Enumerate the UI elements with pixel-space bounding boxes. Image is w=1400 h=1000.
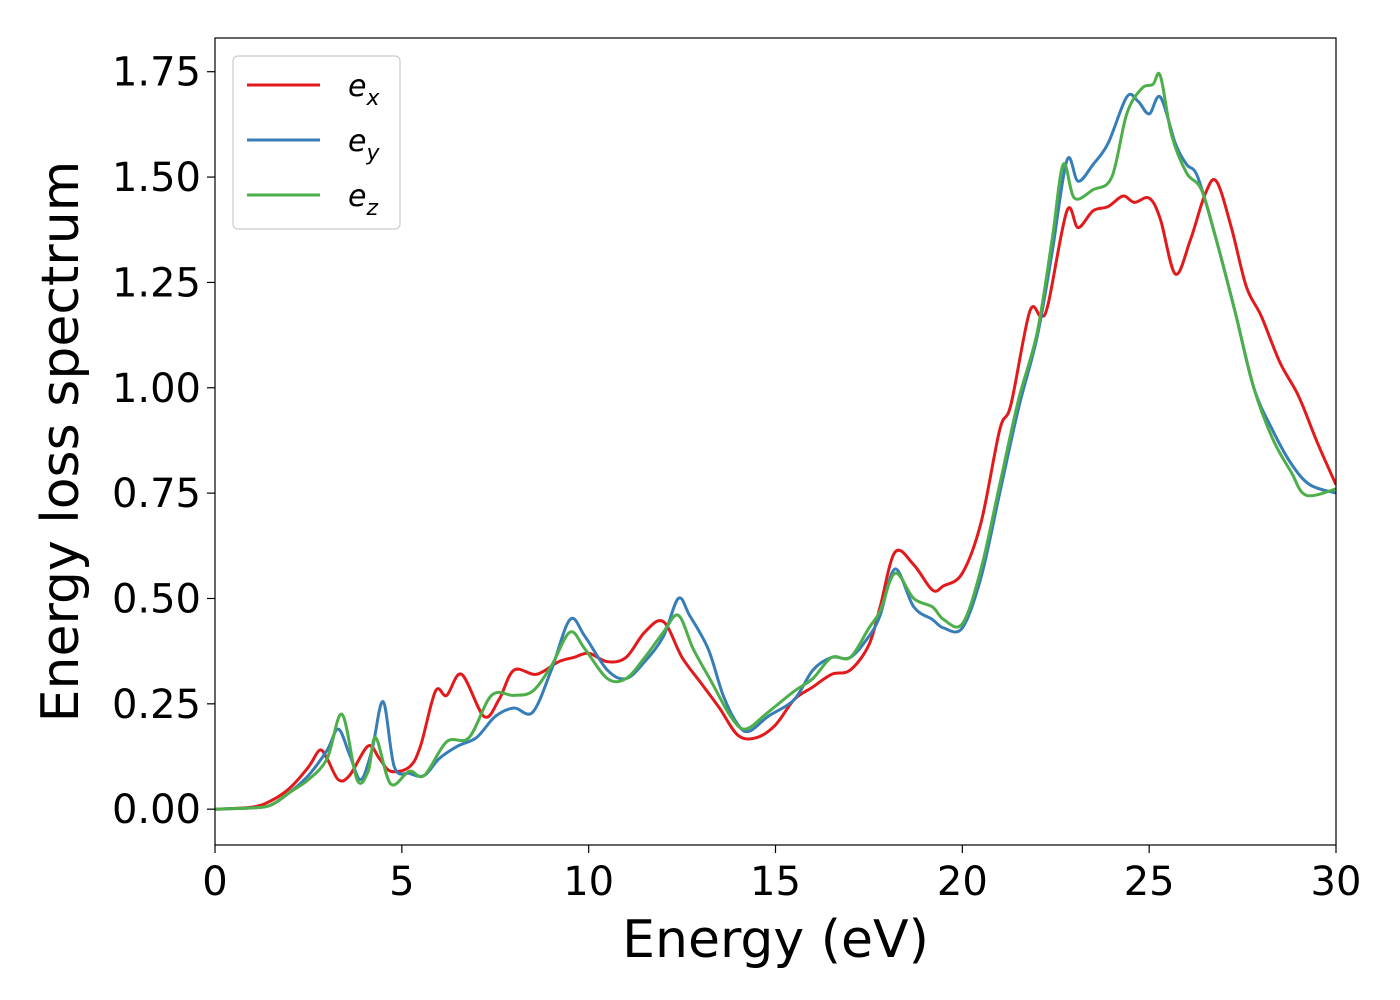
x-tick-label: 15 bbox=[750, 859, 801, 905]
y-tick-label: 1.25 bbox=[112, 260, 201, 306]
series-line-ex bbox=[215, 178, 1336, 811]
x-tick-label: 0 bbox=[202, 859, 227, 905]
series-line-ey bbox=[215, 92, 1336, 811]
x-tick-label: 25 bbox=[1124, 859, 1175, 905]
legend-label-ey: ey bbox=[348, 124, 380, 166]
y-tick-label: 0.50 bbox=[112, 576, 201, 622]
y-tick-label: 1.00 bbox=[112, 366, 201, 412]
legend-label-ex: ex bbox=[348, 69, 380, 111]
series-layer bbox=[215, 71, 1336, 811]
y-tick-label: 0.00 bbox=[112, 787, 201, 833]
series-line-ez bbox=[215, 71, 1336, 811]
y-axis: 0.00 0.25 0.50 0.75 1.00 1.25 1.50 1.75 bbox=[112, 50, 215, 833]
x-tick-label: 10 bbox=[563, 859, 614, 905]
legend-label-ez: ez bbox=[348, 179, 378, 221]
x-axis: 0 5 10 15 20 25 30 bbox=[202, 845, 1361, 905]
y-tick-label: 1.75 bbox=[112, 50, 201, 96]
y-tick-label: 0.25 bbox=[112, 682, 201, 728]
x-tick-label: 20 bbox=[937, 859, 988, 905]
legend: ex ey ez bbox=[232, 55, 401, 230]
y-tick-label: 1.50 bbox=[112, 155, 201, 201]
y-tick-label: 0.75 bbox=[112, 471, 201, 517]
legend-box bbox=[232, 55, 401, 230]
x-axis-title: Energy (eV) bbox=[622, 910, 929, 970]
x-tick-label: 5 bbox=[389, 859, 414, 905]
x-tick-label: 30 bbox=[1311, 859, 1362, 905]
y-axis-title: Energy loss spectrum bbox=[31, 161, 91, 723]
